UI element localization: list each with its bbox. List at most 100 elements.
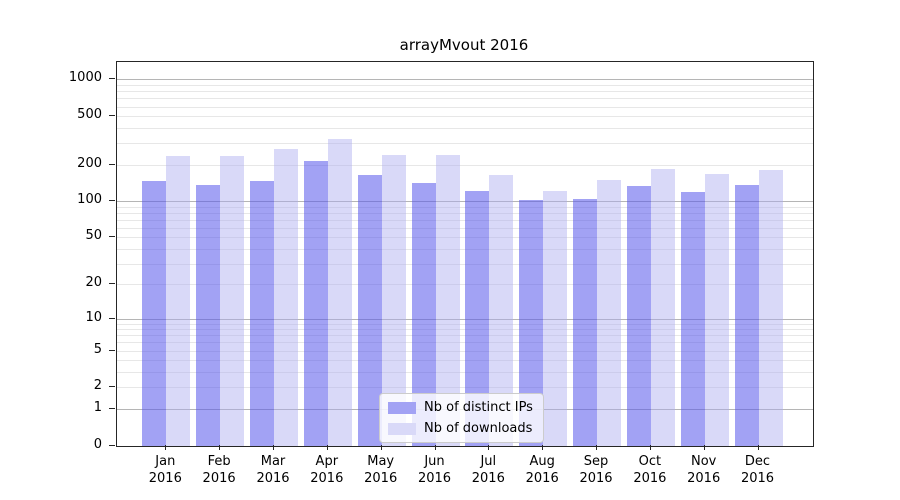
gridline-minor	[117, 237, 813, 239]
y-tick	[109, 407, 115, 409]
gridline-major	[117, 201, 813, 202]
bar-nb-of-downloads-sep-2016	[597, 179, 621, 446]
y-tick	[109, 200, 115, 201]
y-tick-label: 20	[85, 275, 102, 291]
gridline-minor	[117, 342, 813, 344]
gridline-minor	[117, 116, 813, 118]
y-tick-label: 0	[93, 436, 102, 452]
y-tick	[109, 78, 115, 80]
x-tick	[219, 445, 221, 450]
x-tick	[434, 445, 436, 450]
legend: Nb of distinct IPs Nb of downloads	[379, 393, 544, 443]
y-tick	[109, 115, 115, 117]
x-tick-label: Dec 2016	[740, 454, 775, 486]
y-tick-label: 200	[77, 155, 102, 171]
x-tick	[488, 445, 490, 450]
x-tick	[165, 445, 167, 450]
gridline-minor	[117, 350, 813, 352]
x-tick-label: Jul 2016	[471, 454, 505, 486]
x-tick-label: May 2016	[364, 454, 398, 486]
gridline-minor	[117, 263, 813, 265]
y-tick	[109, 236, 115, 238]
x-tick-label: Mar 2016	[256, 454, 290, 486]
y-tick	[109, 283, 115, 285]
distinct-ips-swatch-icon	[388, 401, 416, 414]
downloads-swatch-icon	[388, 422, 416, 435]
gridline-minor	[117, 212, 813, 214]
x-tick-label: Apr 2016	[310, 454, 344, 486]
bar-nb-of-distinct-ips-jan-2016	[142, 181, 167, 446]
x-tick-label: Jun 2016	[417, 454, 452, 486]
gridline-minor	[117, 329, 813, 331]
y-tick	[109, 444, 115, 446]
legend-label: Nb of distinct IPs	[424, 400, 533, 415]
gridline-minor	[117, 360, 813, 362]
x-tick-label: Jan 2016	[148, 454, 182, 486]
gridline-minor	[117, 127, 813, 129]
bar-nb-of-distinct-ips-oct-2016	[626, 186, 651, 446]
y-tick-label: 10	[85, 309, 102, 325]
y-tick-label: 1000	[68, 70, 102, 86]
gridline-minor	[117, 91, 813, 93]
y-tick	[109, 349, 115, 351]
bar-nb-of-distinct-ips-feb-2016	[196, 185, 221, 446]
x-tick-label: Nov 2016	[687, 454, 721, 486]
x-tick-label: Aug 2016	[525, 454, 559, 486]
y-tick-label: 2	[93, 378, 102, 394]
gridline-major	[117, 79, 813, 81]
y-tick	[109, 163, 115, 165]
gridline-major	[117, 318, 813, 320]
gridline-minor	[117, 248, 813, 250]
bar-nb-of-distinct-ips-dec-2016	[734, 185, 759, 446]
y-tick	[109, 386, 115, 388]
bar-nb-of-downloads-mar-2016	[274, 148, 298, 446]
x-tick-label: Oct 2016	[633, 454, 667, 486]
x-tick	[326, 445, 328, 450]
gridline-minor	[117, 85, 813, 86]
legend-item-distinct-ips: Nb of distinct IPs	[388, 400, 533, 415]
bar-nb-of-downloads-feb-2016	[220, 155, 245, 446]
bar-nb-of-distinct-ips-may-2016	[357, 174, 382, 446]
gridline-minor	[117, 372, 813, 373]
gridline-minor	[117, 143, 813, 145]
plot-area: Nb of distinct IPs Nb of downloads	[116, 61, 814, 447]
x-tick	[542, 445, 544, 450]
gridline-minor	[117, 227, 813, 229]
bar-nb-of-downloads-apr-2016	[327, 139, 352, 446]
x-tick	[273, 445, 274, 450]
x-tick	[703, 445, 705, 450]
gridline-minor	[117, 106, 813, 108]
gridline-minor	[117, 206, 813, 208]
chart-title: arrayMvout 2016	[399, 36, 529, 54]
bar-nb-of-downloads-dec-2016	[758, 170, 783, 446]
y-tick	[109, 317, 115, 319]
gridline-minor	[117, 98, 813, 100]
gridline-minor	[117, 323, 813, 325]
bar-nb-of-downloads-nov-2016	[704, 174, 729, 446]
bar-nb-of-distinct-ips-mar-2016	[250, 181, 274, 446]
bar-nb-of-distinct-ips-apr-2016	[303, 161, 328, 446]
legend-item-downloads: Nb of downloads	[388, 421, 533, 436]
gridline-minor	[117, 164, 813, 166]
y-tick-label: 100	[77, 192, 102, 207]
y-tick-label: 50	[85, 228, 102, 244]
bar-nb-of-downloads-oct-2016	[650, 169, 675, 446]
gridline-minor	[117, 284, 813, 286]
x-tick	[596, 445, 597, 450]
gridline-minor	[117, 219, 813, 221]
x-tick	[757, 445, 759, 450]
x-tick-label: Sep 2016	[579, 454, 613, 486]
y-tick-label: 500	[77, 107, 102, 123]
bar-nb-of-downloads-jan-2016	[166, 155, 191, 446]
y-tick-label: 5	[93, 341, 102, 357]
bar-nb-of-distinct-ips-nov-2016	[680, 191, 705, 446]
gridline-minor	[117, 335, 813, 337]
bar-nb-of-downloads-aug-2016	[543, 191, 568, 446]
legend-label: Nb of downloads	[424, 421, 533, 436]
gridline-minor	[117, 387, 813, 389]
y-tick-label: 1	[93, 399, 102, 415]
bar-nb-of-distinct-ips-sep-2016	[573, 198, 597, 446]
x-tick-label: Feb 2016	[202, 454, 236, 486]
x-tick	[380, 445, 382, 450]
